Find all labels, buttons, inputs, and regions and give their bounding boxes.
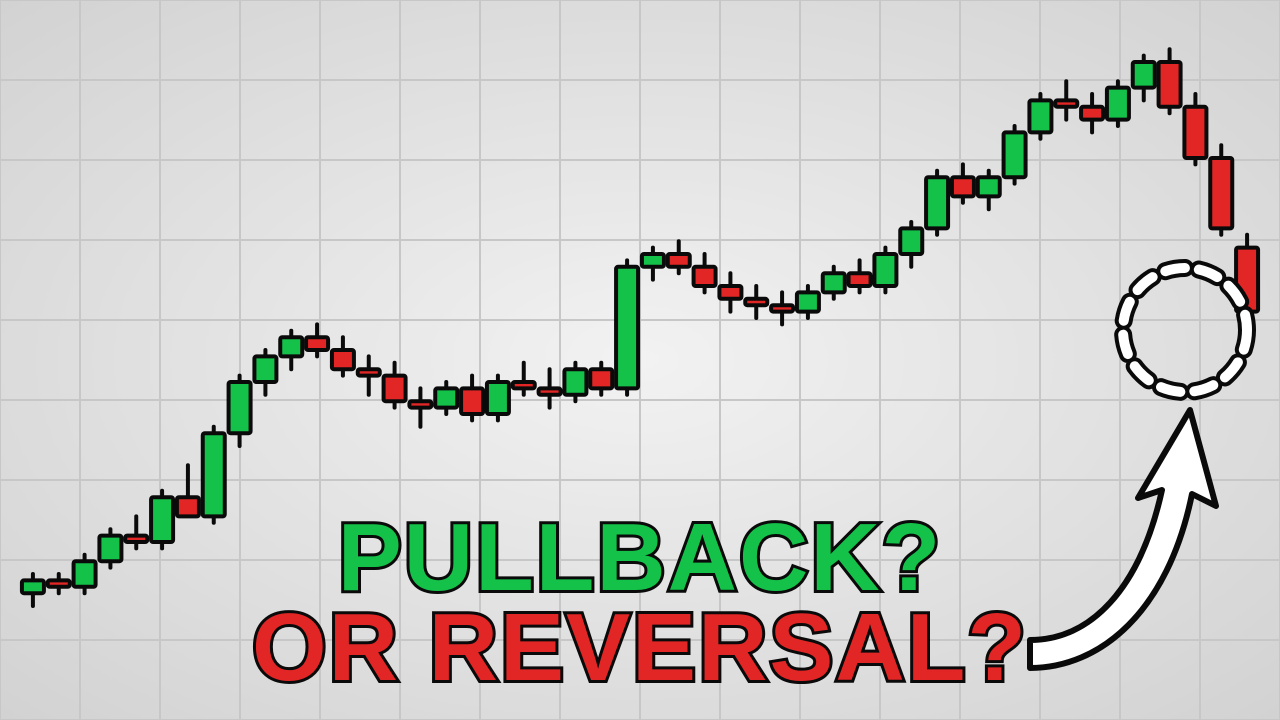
candlestick-chart xyxy=(0,0,1280,720)
chart-stage: PULLBACK? OR REVERSAL? xyxy=(0,0,1280,720)
